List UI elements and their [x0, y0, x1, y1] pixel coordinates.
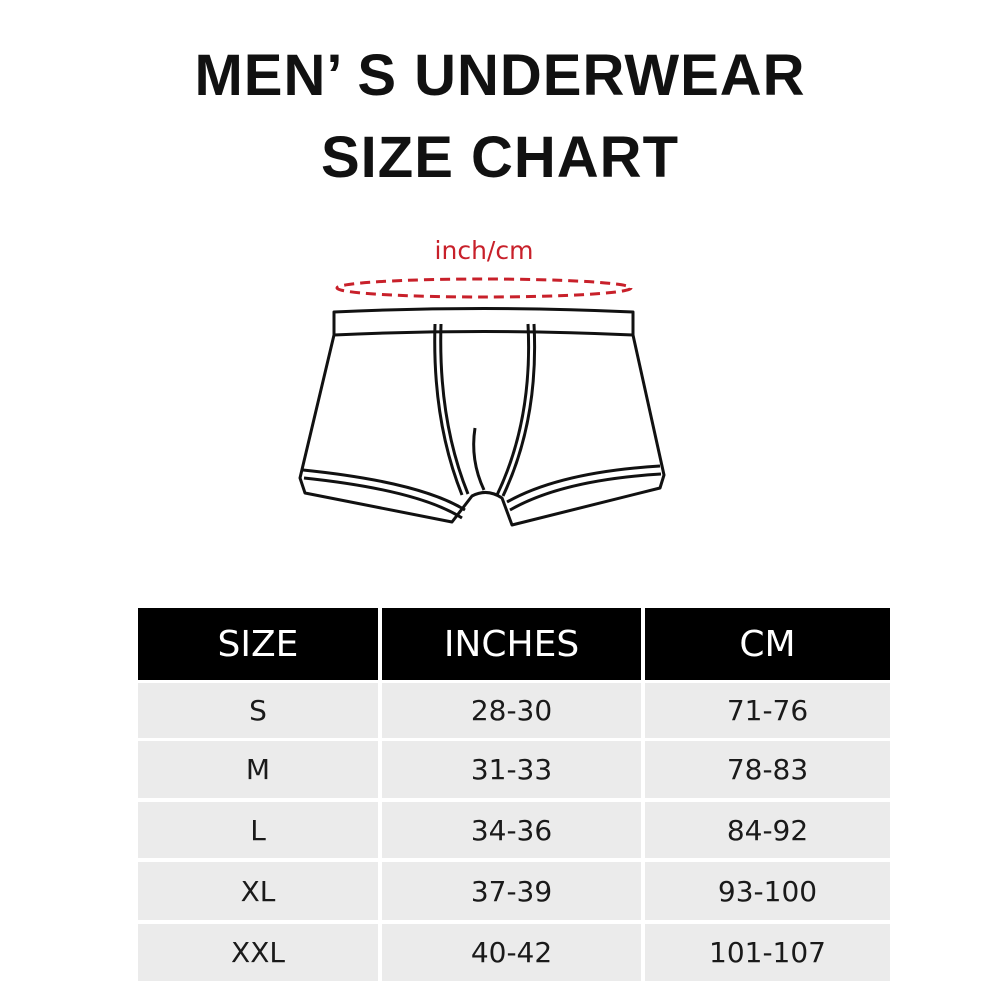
table-cell-inches: 28-30: [382, 683, 641, 738]
table-cell-cm: 78-83: [645, 741, 890, 798]
table-cell-size: L: [138, 802, 378, 858]
boxer-briefs-outline: [298, 307, 666, 527]
measure-label: inch/cm: [434, 236, 534, 265]
waist-measure-ellipse: [335, 277, 633, 299]
title-line-2: SIZE CHART: [321, 125, 679, 190]
header-cm: CM: [645, 608, 890, 680]
table-cell-cm: 101-107: [645, 924, 890, 981]
table-cell-inches: 40-42: [382, 924, 641, 981]
table-cell-inches: 37-39: [382, 862, 641, 920]
header-inches: INCHES: [382, 608, 641, 680]
table-cell-size: M: [138, 741, 378, 798]
table-cell-inches: 34-36: [382, 802, 641, 858]
table-cell-cm: 93-100: [645, 862, 890, 920]
title-line-1: MEN’ S UNDERWEAR: [194, 43, 806, 108]
table-cell-cm: 84-92: [645, 802, 890, 858]
table-cell-inches: 31-33: [382, 741, 641, 798]
table-cell-size: XL: [138, 862, 378, 920]
table-cell-size: S: [138, 683, 378, 738]
header-size: SIZE: [138, 608, 378, 680]
table-cell-size: XXL: [138, 924, 378, 981]
table-cell-cm: 71-76: [645, 683, 890, 738]
